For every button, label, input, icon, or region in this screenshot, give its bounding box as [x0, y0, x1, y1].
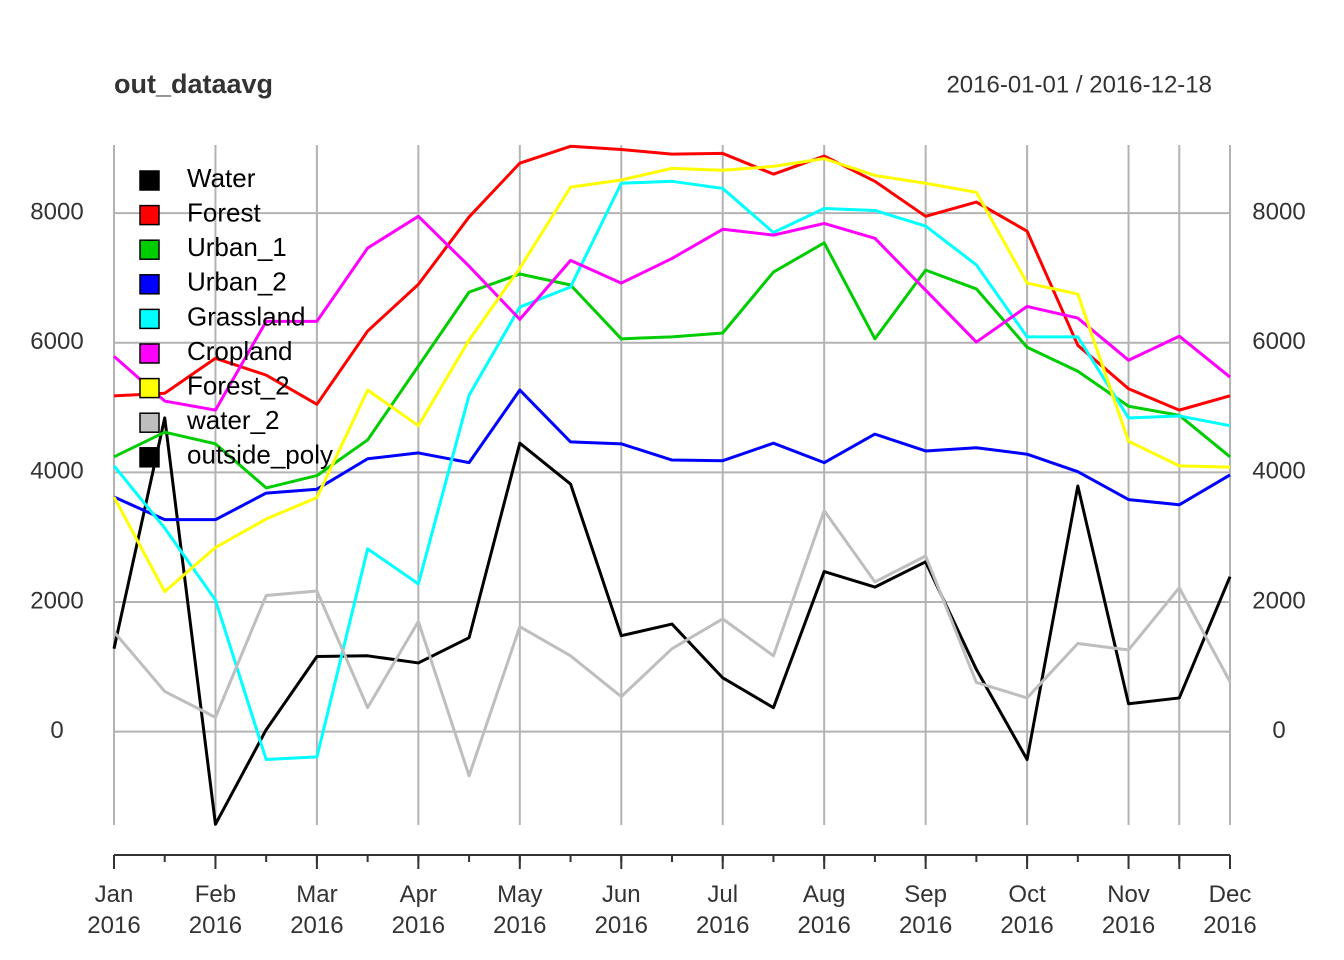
legend-swatch	[139, 239, 160, 260]
series-line	[113, 388, 1231, 522]
legend-label: Urban_1	[187, 232, 287, 262]
y2-tick-label: 4000	[1252, 458, 1305, 485]
series-line	[112, 416, 1232, 826]
y-tick-label: 4000	[30, 458, 83, 485]
legend-label: Water	[187, 163, 256, 193]
y2-tick-label: 8000	[1252, 198, 1305, 225]
legend-swatch	[139, 412, 160, 433]
legend-label: Cropland	[187, 336, 293, 366]
legend-label: Forest_2	[187, 370, 290, 400]
y2-tick-label: 0	[1272, 717, 1285, 744]
x-tick-label: Feb 2016	[189, 881, 242, 939]
legend-label: Grassland	[187, 301, 306, 331]
y-tick-label: 2000	[30, 587, 83, 614]
x-tick-label: Nov 2016	[1102, 881, 1155, 939]
legend-swatch	[139, 343, 160, 364]
y2-tick-label: 2000	[1252, 587, 1305, 614]
legend-swatch	[139, 204, 160, 226]
x-tick-label: Jan 2016	[87, 881, 140, 939]
date-range: 2016-01-01 / 2016-12-18	[946, 71, 1212, 98]
legend-label: water_2	[186, 405, 280, 435]
y2-tick-label: 6000	[1252, 328, 1305, 355]
series-line	[112, 179, 1231, 762]
series-line	[113, 144, 1231, 412]
y-tick-label: 8000	[30, 198, 83, 225]
legend-swatch	[139, 377, 160, 399]
legend-label: Forest	[187, 197, 261, 227]
x-tick-label: Dec 2016	[1203, 881, 1256, 939]
series-line	[113, 241, 1231, 490]
legend-label: outside_poly	[187, 440, 333, 470]
x-tick-label: Mar 2016	[290, 881, 343, 939]
legend-swatch	[139, 447, 160, 468]
x-tick-label: Apr 2016	[392, 881, 445, 939]
x-tick-label: Oct 2016	[1000, 881, 1053, 939]
legend-swatch	[139, 170, 160, 191]
legend-swatch	[139, 274, 160, 295]
legend-swatch	[139, 308, 160, 330]
series-line	[113, 214, 1231, 412]
y-tick-label: 0	[50, 717, 63, 744]
x-tick-label: Aug 2016	[797, 881, 850, 939]
legend-label: Urban_2	[187, 267, 287, 297]
x-tick-label: May 2016	[493, 881, 546, 939]
series-line	[112, 509, 1232, 778]
x-tick-label: Jun 2016	[595, 881, 648, 939]
series-line	[112, 157, 1231, 594]
chart-title: out_dataavg	[114, 69, 273, 99]
x-tick-label: Sep 2016	[899, 881, 952, 939]
y-tick-label: 6000	[30, 328, 83, 355]
x-tick-label: Jul 2016	[696, 881, 749, 939]
